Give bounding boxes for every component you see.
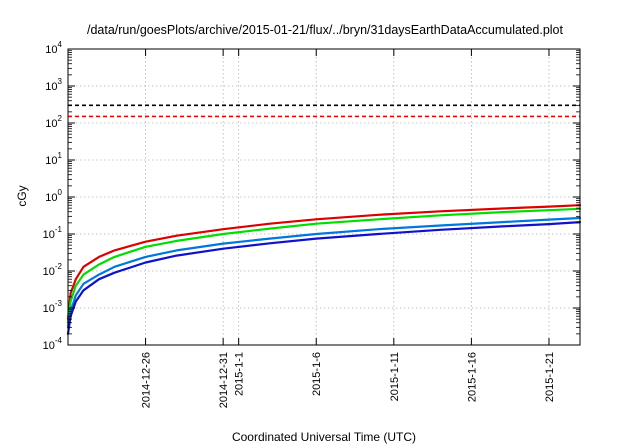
y-tick-exponent: -3	[55, 299, 63, 308]
y-tick-exponent: 2	[58, 114, 63, 123]
series-line	[66, 216, 582, 329]
x-tick-labels: 2014-12-26 2014-12-31 2015-1-1 2015-1-6 2015…	[141, 352, 556, 408]
axis-ticks	[68, 48, 580, 346]
y-tick-label: 10-2	[43, 262, 63, 278]
y-tick-base: 10	[43, 229, 55, 241]
y-tick-label: 102	[45, 114, 62, 130]
y-tick-label: 103	[45, 77, 62, 93]
x-tick-label: 2015-1-1	[234, 352, 246, 396]
y-tick-base: 10	[45, 81, 57, 93]
y-tick-exponent: 0	[58, 188, 63, 197]
series-line	[66, 221, 582, 335]
grid	[68, 49, 580, 345]
series-lines	[66, 204, 582, 335]
y-tick-exponent: -1	[55, 225, 63, 234]
y-tick-exponent: -2	[55, 262, 63, 271]
y-tick-exponent: 1	[58, 151, 63, 160]
y-tick-exponent: 4	[58, 40, 63, 49]
y-tick-label: 10-3	[43, 299, 63, 315]
y-tick-label: 100	[45, 188, 62, 204]
x-tick-label: 2015-1-21	[544, 352, 556, 402]
y-tick-base: 10	[45, 44, 57, 56]
y-tick-base: 10	[45, 118, 57, 130]
x-tick-label: 2015-1-11	[389, 352, 401, 401]
y-tick-base: 10	[43, 340, 55, 352]
x-tick-label: 2015-1-6	[311, 352, 323, 396]
x-tick-label: 2014-12-26	[141, 352, 153, 408]
y-tick-label: 10-4	[43, 336, 63, 352]
series-line	[66, 207, 582, 324]
y-tick-exponent: 3	[58, 77, 63, 86]
x-tick-label: 2014-12-31	[218, 352, 230, 408]
y-tick-base: 10	[43, 303, 55, 315]
y-tick-base: 10	[45, 155, 57, 167]
chart-title: /data/run/goesPlots/archive/2015-01-21/f…	[87, 23, 563, 37]
y-axis-label: cGy	[15, 185, 29, 206]
x-tick-label: 2015-1-16	[466, 352, 478, 402]
reference-lines	[68, 104, 580, 118]
y-tick-exponent: -4	[55, 336, 63, 345]
y-tick-label: 104	[45, 40, 62, 56]
y-tick-base: 10	[45, 192, 57, 204]
x-axis-label: Coordinated Universal Time (UTC)	[232, 430, 416, 444]
y-tick-label: 101	[45, 151, 62, 167]
y-tick-base: 10	[43, 266, 55, 278]
series-line	[66, 204, 582, 321]
y-tick-label: 10-1	[43, 225, 63, 241]
